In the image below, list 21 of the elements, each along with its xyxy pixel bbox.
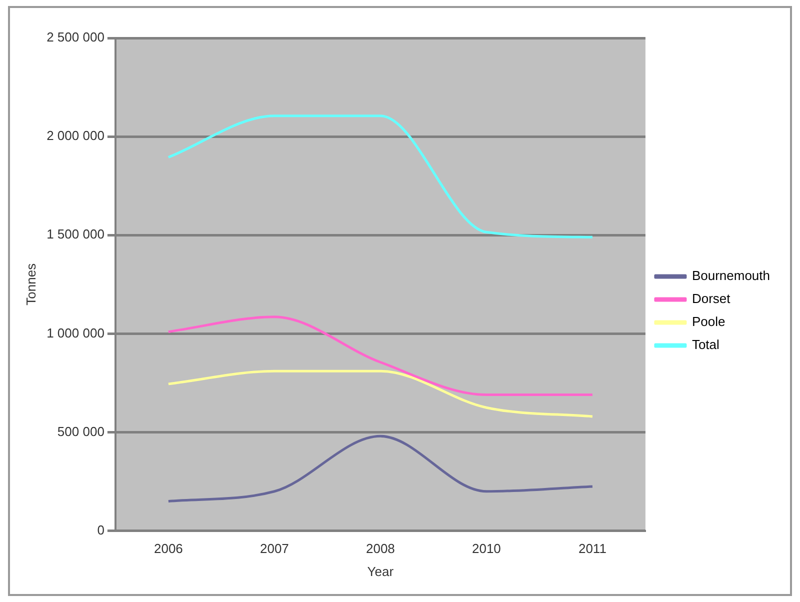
legend-label: Poole: [692, 314, 726, 330]
y-tick-label: 1 000 000: [46, 325, 104, 340]
x-tick-label: 2008: [366, 541, 395, 556]
line-series: [167, 114, 594, 238]
y-tick-label: 500 000: [57, 424, 104, 439]
line-series: [167, 434, 594, 502]
line-series: [167, 370, 594, 418]
legend-label: Bournemouth: [692, 268, 770, 284]
y-axis-title: Tonnes: [23, 262, 38, 306]
x-tick-label: 2007: [260, 541, 289, 556]
x-axis-title: Year: [367, 564, 394, 579]
x-tick-label: 2010: [472, 541, 501, 556]
x-tick-label: 2006: [154, 541, 183, 556]
legend-label: Dorset: [692, 291, 731, 306]
legend-label: Total: [692, 337, 720, 352]
line-series: [167, 316, 594, 396]
y-tick-label: 2 500 000: [46, 30, 104, 45]
y-tick-label: 0: [97, 522, 104, 538]
x-tick-label: 2011: [578, 541, 606, 556]
y-tick-label: 2 000 000: [46, 128, 104, 144]
y-tick-label: 1 500 000: [46, 226, 104, 242]
